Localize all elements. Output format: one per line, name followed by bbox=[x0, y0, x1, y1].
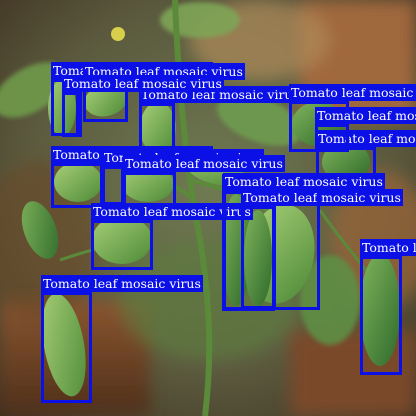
detection-box: Tomato leaf mosaic virus bbox=[316, 130, 416, 190]
detection-box: Tomato leaf mosaic virus bbox=[360, 239, 416, 375]
detection-box: Tomato leaf mosaic virus bbox=[41, 275, 203, 403]
detection-box: Tomato leaf mosaic virus bbox=[123, 155, 285, 206]
detection-box: Tomato leaf mosaic virus bbox=[315, 107, 416, 152]
detection-label: Tomato leaf mosaic virus bbox=[315, 107, 416, 124]
detection-box: Tomato leaf mosaic virus bbox=[289, 84, 416, 152]
detection-label: Tomato leaf mosaic virus bbox=[316, 130, 416, 147]
detection-label: Tomato leaf mosaic virus bbox=[91, 203, 253, 220]
detection-box: Tomato leaf mosaic virus bbox=[102, 149, 264, 205]
detection-label: Tomato leaf mosaic virus bbox=[123, 155, 285, 172]
detection-box: Tomato leaf mosaic virus bbox=[62, 75, 224, 137]
detection-label: Tomato leaf mosaic virus bbox=[241, 189, 403, 206]
detection-label: Tomato leaf mosaic virus bbox=[360, 239, 416, 256]
detection-box: Tomato leaf mosaic virus bbox=[241, 189, 403, 309]
detection-box: Tomato leaf mosaic virus bbox=[91, 203, 253, 270]
detection-box: Tomato leaf mosaic virus bbox=[51, 146, 213, 208]
detection-label: Tomato leaf mosaic virus bbox=[223, 173, 385, 190]
detection-label: Tomato leaf mosaic virus bbox=[41, 275, 203, 292]
detection-label: Tomato leaf mosaic virus bbox=[62, 75, 224, 92]
detection-box: Tomato leaf mosaic virus bbox=[223, 173, 385, 310]
detection-label: Tomato leaf mosaic virus bbox=[289, 84, 416, 101]
